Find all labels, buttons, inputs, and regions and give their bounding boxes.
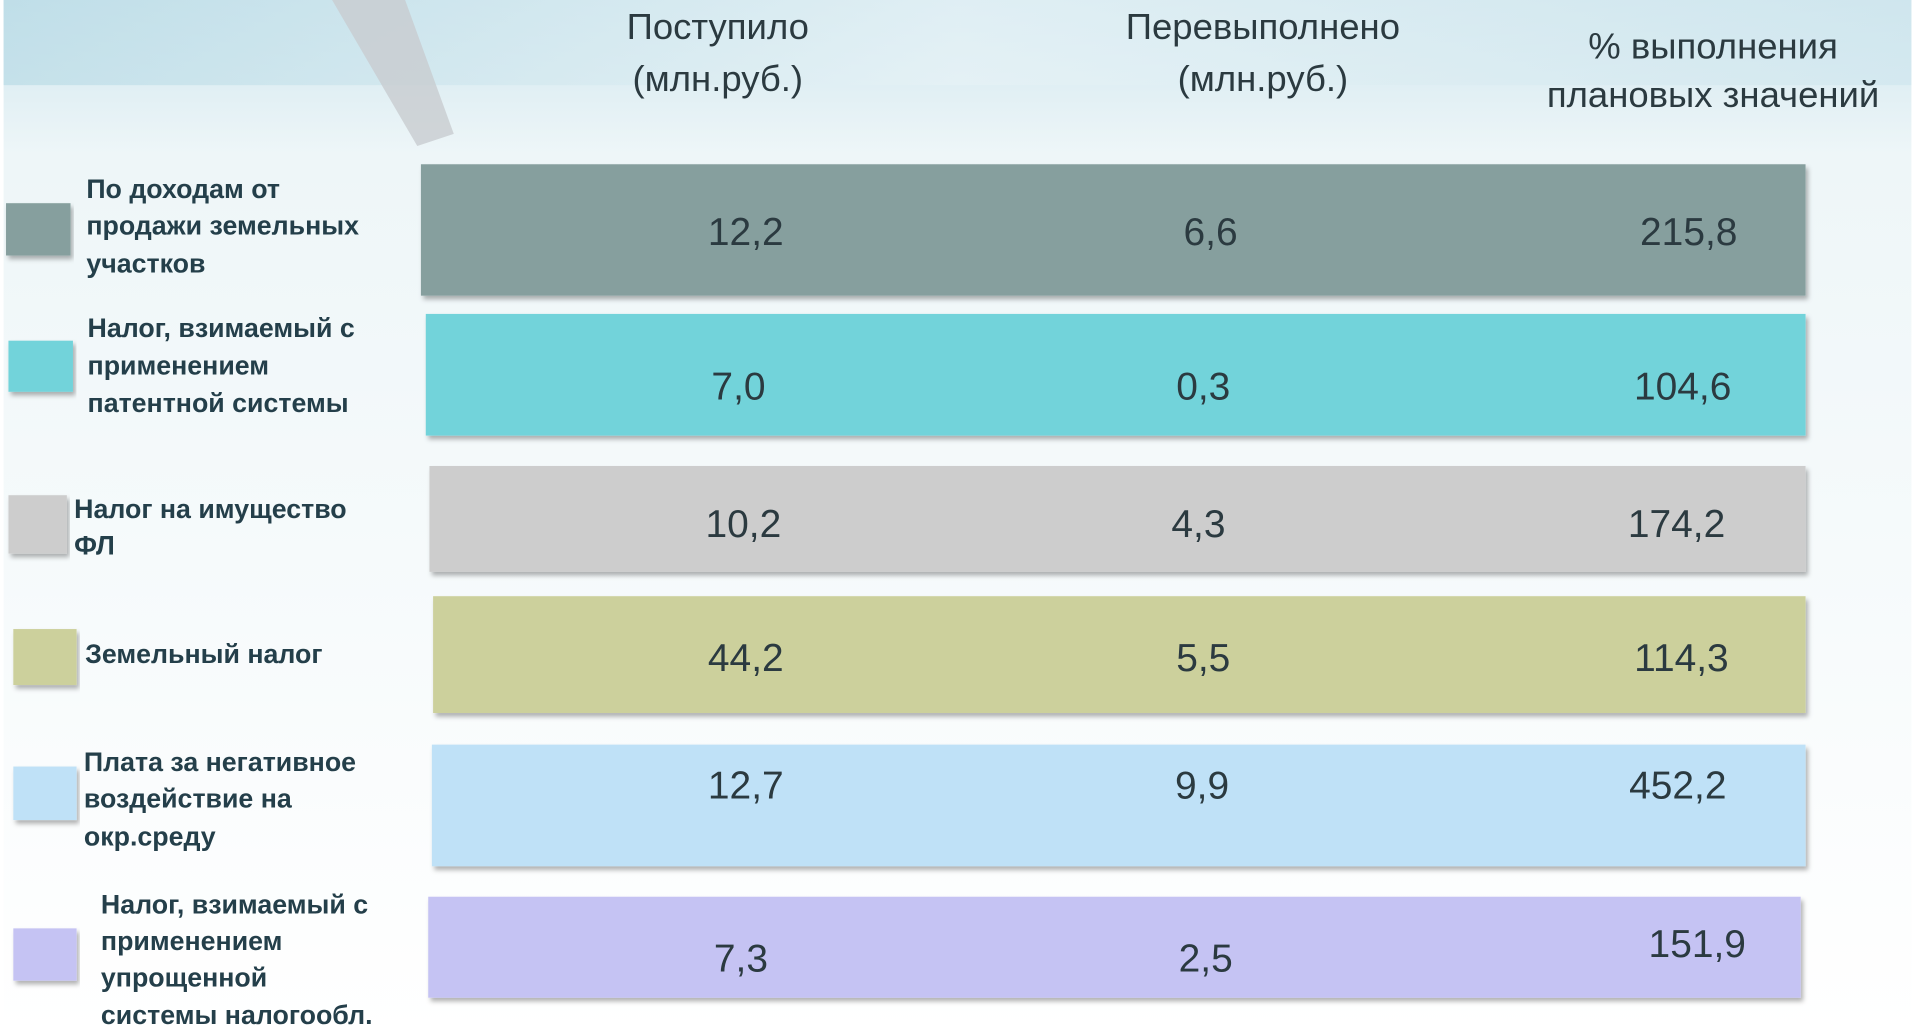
- decor-instrument: [332, 0, 454, 147]
- cell-value: 12,7: [708, 765, 784, 808]
- column-header: % выполнения: [1588, 25, 1838, 66]
- row-swatch: [8, 340, 73, 392]
- cell-value: 9,9: [1175, 765, 1229, 808]
- row-bar: [429, 466, 1806, 572]
- row-label: окр.среду: [84, 821, 216, 851]
- row-label: упрощенной: [101, 963, 267, 993]
- row-label: воздействие на: [84, 784, 293, 814]
- cell-value: 151,9: [1649, 923, 1746, 966]
- cell-value: 0,3: [1176, 366, 1230, 409]
- cell-value: 7,3: [714, 937, 768, 980]
- row-label: Налог, взимаемый с: [101, 890, 368, 920]
- row-label: патентной системы: [88, 388, 349, 418]
- cell-value: 7,0: [711, 366, 765, 409]
- column-header: Поступило: [627, 6, 809, 47]
- cell-value: 12,2: [708, 211, 784, 254]
- column-header: (млн.руб.): [1178, 58, 1349, 99]
- top-band: [3, 0, 1912, 86]
- row-label: системы налогообл.: [101, 1000, 373, 1030]
- row-label: участков: [86, 248, 205, 278]
- row-label: Налог на имущество: [74, 494, 346, 524]
- cell-value: 4,3: [1171, 503, 1225, 546]
- row-label: продажи земельных: [86, 211, 359, 241]
- row-label: Плата за негативное: [84, 747, 356, 777]
- row-bar: [420, 164, 1806, 296]
- row-swatch: [13, 928, 77, 981]
- cell-value: 104,6: [1634, 366, 1731, 409]
- row-label: По доходам от: [86, 174, 280, 204]
- row-bar: [433, 596, 1806, 714]
- row-label: Земельный налог: [85, 639, 322, 669]
- row-label: применением: [101, 926, 283, 956]
- cell-value: 114,3: [1634, 637, 1729, 680]
- row-swatch: [8, 495, 67, 554]
- row-label: применением: [88, 351, 270, 381]
- column-header: Перевыполнено: [1126, 6, 1400, 47]
- cell-value: 174,2: [1628, 503, 1725, 546]
- cell-value: 10,2: [705, 503, 781, 546]
- row-swatch: [6, 203, 71, 256]
- row-bar: [428, 896, 1801, 998]
- cell-value: 2,5: [1179, 937, 1233, 980]
- row-label: Налог, взимаемый с: [88, 313, 355, 343]
- cell-value: 5,5: [1176, 637, 1230, 680]
- row-label: ФЛ: [74, 531, 115, 561]
- row-swatch: [13, 766, 77, 821]
- cell-value: 452,2: [1629, 765, 1726, 808]
- row-bar: [431, 744, 1806, 867]
- column-header: (млн.руб.): [633, 58, 804, 99]
- cell-value: 44,2: [708, 637, 784, 680]
- row-swatch: [13, 629, 77, 686]
- cell-value: 215,8: [1640, 211, 1737, 254]
- cell-value: 6,6: [1184, 211, 1238, 254]
- row-bar: [425, 313, 1806, 436]
- column-header: плановых значений: [1547, 74, 1879, 115]
